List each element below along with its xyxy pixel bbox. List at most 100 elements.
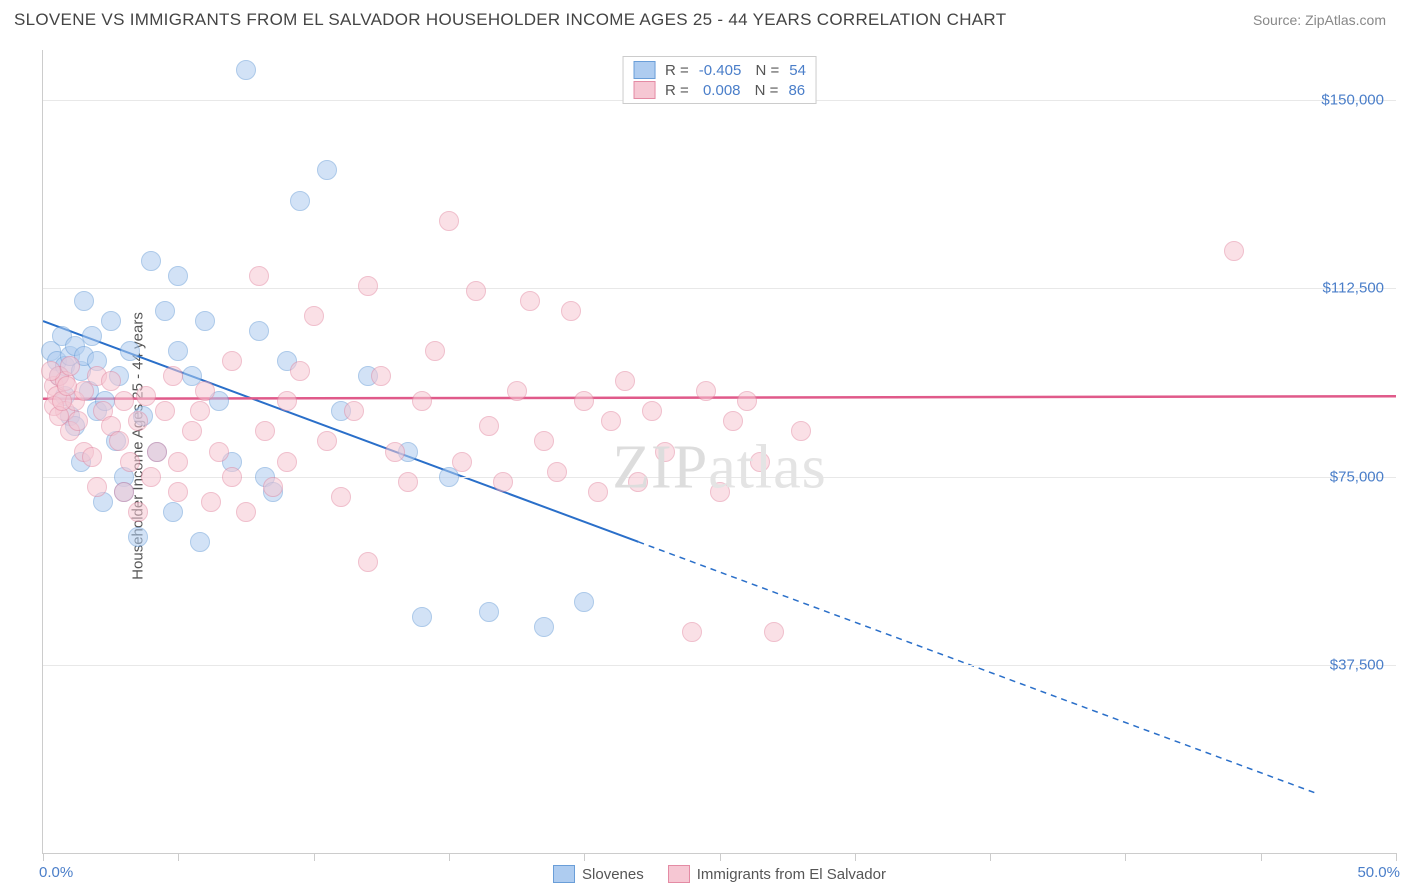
n-value: 86 [788, 82, 805, 99]
data-point [168, 341, 188, 361]
data-point [507, 381, 527, 401]
data-point [358, 276, 378, 296]
data-point [344, 401, 364, 421]
data-point [574, 592, 594, 612]
legend-label: Immigrants from El Salvador [697, 866, 886, 883]
data-point [723, 411, 743, 431]
data-point [141, 251, 161, 271]
data-point [628, 472, 648, 492]
data-point [1224, 241, 1244, 261]
data-point [425, 341, 445, 361]
data-point [317, 160, 337, 180]
data-point [114, 482, 134, 502]
data-point [290, 361, 310, 381]
gridline [43, 477, 1396, 478]
data-point [195, 381, 215, 401]
y-tick-label: $150,000 [1321, 92, 1384, 109]
data-point [222, 351, 242, 371]
legend-label: Slovenes [582, 866, 644, 883]
data-point [466, 281, 486, 301]
swatch-icon [668, 865, 690, 883]
data-point [642, 401, 662, 421]
data-point [209, 442, 229, 462]
data-point [68, 411, 88, 431]
x-tick [1125, 853, 1126, 861]
data-point [60, 356, 80, 376]
data-point [682, 622, 702, 642]
data-point [168, 266, 188, 286]
data-point [385, 442, 405, 462]
data-point [547, 462, 567, 482]
scatter-chart: R = -0.405 N = 54 R = 0.008 N = 86 ZIPat… [42, 50, 1396, 854]
data-point [290, 191, 310, 211]
x-tick [43, 853, 44, 861]
data-point [128, 411, 148, 431]
data-point [493, 472, 513, 492]
x-tick [1396, 853, 1397, 861]
data-point [236, 502, 256, 522]
data-point [412, 607, 432, 627]
swatch-icon [633, 81, 655, 99]
data-point [82, 326, 102, 346]
x-tick [855, 853, 856, 861]
data-point [163, 366, 183, 386]
r-value: 0.008 [699, 82, 741, 99]
data-point [398, 472, 418, 492]
data-point [195, 311, 215, 331]
gridline [43, 665, 1396, 666]
data-point [412, 391, 432, 411]
data-point [331, 487, 351, 507]
chart-title: SLOVENE VS IMMIGRANTS FROM EL SALVADOR H… [14, 10, 1006, 30]
legend-row-elsalvador: R = 0.008 N = 86 [633, 81, 806, 99]
data-point [574, 391, 594, 411]
data-point [249, 266, 269, 286]
gridline [43, 288, 1396, 289]
data-point [534, 617, 554, 637]
swatch-icon [553, 865, 575, 883]
x-max-label: 50.0% [1357, 864, 1400, 881]
data-point [439, 211, 459, 231]
data-point [147, 442, 167, 462]
data-point [155, 401, 175, 421]
x-tick [990, 853, 991, 861]
data-point [317, 431, 337, 451]
data-point [190, 401, 210, 421]
data-point [201, 492, 221, 512]
data-point [120, 341, 140, 361]
x-tick [1261, 853, 1262, 861]
data-point [371, 366, 391, 386]
correlation-legend: R = -0.405 N = 54 R = 0.008 N = 86 [622, 56, 817, 104]
data-point [155, 301, 175, 321]
r-label: R = [665, 62, 689, 79]
data-point [277, 391, 297, 411]
data-point [479, 416, 499, 436]
data-point [236, 60, 256, 80]
data-point [74, 291, 94, 311]
data-point [168, 482, 188, 502]
data-point [263, 477, 283, 497]
data-point [101, 311, 121, 331]
x-tick [584, 853, 585, 861]
x-tick [720, 853, 721, 861]
data-point [358, 552, 378, 572]
data-point [750, 452, 770, 472]
data-point [190, 532, 210, 552]
data-point [588, 482, 608, 502]
data-point [128, 527, 148, 547]
x-tick [178, 853, 179, 861]
series-legend: Slovenes Immigrants from El Salvador [43, 865, 1396, 883]
data-point [561, 301, 581, 321]
data-point [57, 376, 77, 396]
data-point [101, 371, 121, 391]
data-point [114, 391, 134, 411]
x-tick [449, 853, 450, 861]
r-value: -0.405 [699, 62, 742, 79]
swatch-icon [633, 61, 655, 79]
y-tick-label: $37,500 [1330, 656, 1384, 673]
data-point [82, 447, 102, 467]
data-point [128, 502, 148, 522]
data-point [304, 306, 324, 326]
data-point [120, 452, 140, 472]
source-label: Source: ZipAtlas.com [1253, 12, 1386, 28]
data-point [601, 411, 621, 431]
